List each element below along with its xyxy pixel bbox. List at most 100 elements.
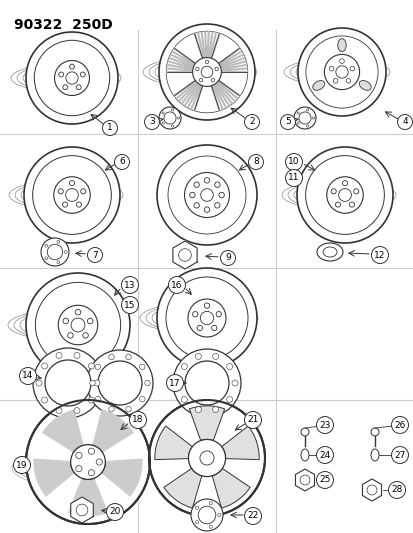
Circle shape [181, 364, 187, 369]
Circle shape [199, 451, 214, 465]
Circle shape [297, 28, 385, 116]
Circle shape [76, 452, 82, 458]
Circle shape [244, 115, 259, 130]
Circle shape [192, 58, 221, 86]
Text: 5: 5 [285, 117, 290, 126]
Circle shape [226, 397, 232, 402]
Ellipse shape [300, 449, 308, 461]
Text: 2: 2 [249, 117, 254, 126]
Circle shape [209, 502, 212, 505]
Circle shape [144, 115, 159, 130]
Circle shape [121, 296, 138, 313]
Circle shape [121, 277, 138, 294]
Circle shape [214, 67, 218, 70]
Text: 21: 21 [247, 416, 258, 424]
Circle shape [335, 202, 340, 207]
Circle shape [184, 173, 229, 217]
Polygon shape [164, 469, 201, 508]
Circle shape [88, 363, 94, 369]
Text: 16: 16 [171, 280, 182, 289]
Circle shape [166, 31, 247, 113]
Circle shape [76, 202, 81, 207]
Polygon shape [42, 409, 83, 453]
Circle shape [83, 333, 88, 338]
Circle shape [244, 507, 261, 524]
Polygon shape [362, 479, 381, 501]
Circle shape [188, 439, 225, 477]
Circle shape [19, 367, 36, 384]
Circle shape [231, 380, 237, 386]
Circle shape [212, 353, 218, 359]
Circle shape [190, 499, 223, 531]
Circle shape [285, 154, 302, 171]
Circle shape [211, 325, 216, 330]
Circle shape [280, 115, 295, 130]
Text: 24: 24 [318, 450, 330, 459]
Text: 10: 10 [287, 157, 299, 166]
Circle shape [71, 318, 85, 332]
Circle shape [212, 407, 218, 413]
Circle shape [129, 411, 146, 429]
Text: 9: 9 [225, 254, 230, 262]
Circle shape [161, 122, 164, 124]
Polygon shape [101, 458, 142, 497]
Circle shape [195, 407, 201, 413]
Circle shape [87, 350, 153, 416]
Circle shape [26, 273, 130, 377]
Circle shape [76, 504, 88, 516]
Circle shape [81, 189, 85, 194]
Circle shape [76, 465, 82, 472]
Circle shape [328, 66, 333, 71]
Circle shape [161, 112, 164, 114]
Circle shape [63, 85, 68, 90]
Text: 13: 13 [124, 280, 135, 289]
Circle shape [366, 485, 376, 495]
Circle shape [195, 506, 198, 510]
Circle shape [159, 107, 180, 129]
Polygon shape [212, 469, 249, 508]
Text: 8: 8 [252, 157, 258, 166]
Text: 12: 12 [373, 251, 385, 260]
Circle shape [342, 181, 347, 185]
Circle shape [80, 72, 85, 77]
Circle shape [189, 192, 195, 198]
Circle shape [56, 408, 62, 414]
Text: 20: 20 [109, 507, 121, 516]
Circle shape [296, 147, 392, 243]
Circle shape [338, 189, 351, 201]
Circle shape [316, 472, 333, 489]
Polygon shape [71, 497, 93, 523]
Circle shape [209, 525, 212, 528]
Circle shape [26, 400, 150, 524]
Polygon shape [295, 469, 314, 491]
Polygon shape [173, 241, 197, 269]
Circle shape [157, 268, 256, 368]
Circle shape [176, 380, 182, 386]
Circle shape [157, 145, 256, 245]
Circle shape [24, 147, 120, 243]
Circle shape [188, 299, 225, 337]
Circle shape [59, 72, 64, 77]
Text: 18: 18 [132, 416, 143, 424]
Circle shape [69, 64, 74, 69]
Circle shape [335, 66, 347, 78]
Circle shape [339, 59, 344, 63]
Text: 3: 3 [149, 117, 154, 126]
Circle shape [200, 311, 213, 325]
Circle shape [299, 475, 309, 485]
Circle shape [57, 261, 59, 264]
Circle shape [87, 318, 93, 324]
Circle shape [56, 352, 62, 358]
Text: 28: 28 [390, 486, 402, 495]
Circle shape [58, 189, 63, 194]
Polygon shape [221, 426, 259, 459]
Circle shape [181, 397, 187, 402]
Circle shape [244, 411, 261, 429]
Circle shape [200, 189, 213, 201]
Text: 17: 17 [169, 378, 180, 387]
Circle shape [109, 354, 114, 360]
Circle shape [178, 249, 191, 261]
Circle shape [316, 416, 333, 433]
Circle shape [45, 244, 47, 247]
Circle shape [33, 348, 103, 418]
